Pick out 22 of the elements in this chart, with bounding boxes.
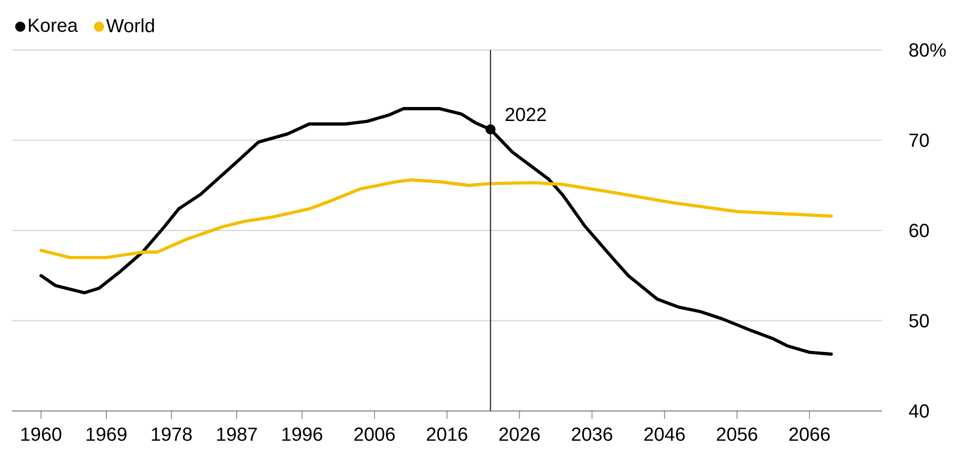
x-tick-label: 2056 [716,428,758,441]
legend-label: World [106,18,154,32]
line-series [39,178,833,260]
y-tick-label: 40 [908,404,929,418]
annotation: 2022 [506,108,546,122]
x-tick-label: 2016 [426,428,468,441]
x-tick-label: 2006 [354,428,395,441]
x-tick-label: 1996 [282,428,322,441]
x-tick-label: 1969 [86,428,126,441]
y-tick-label: 80% [909,43,946,57]
x-tick-label: 2046 [644,428,685,441]
x-tick-label: 1978 [152,428,192,441]
x-tick-label: 1960 [21,428,62,441]
line-series [39,107,833,356]
x-tick-label: 2026 [499,428,540,441]
x-tick-label: 2036 [572,428,612,441]
y-tick-label: 70 [909,134,929,147]
x-tick-label: 1987 [217,428,257,441]
legend-label: Korea [28,18,78,32]
x-tick-label: 2066 [789,428,830,441]
y-tick-label: 50 [909,314,929,328]
y-tick-label: 60 [909,224,929,238]
